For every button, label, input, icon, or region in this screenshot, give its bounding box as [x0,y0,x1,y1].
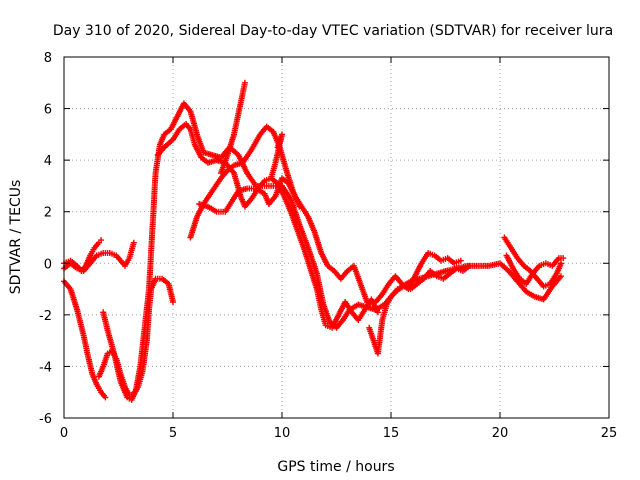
y-tick-label: -4 [39,360,52,375]
y-tick-label: 4 [44,154,52,169]
y-tick-label: -6 [39,412,52,427]
series-trace-9 [218,79,248,176]
data-point-markers [268,131,285,182]
y-tick-label: 8 [44,51,52,66]
series-trace-12 [372,250,464,305]
data-point-markers [196,175,370,305]
data-point-markers [366,262,473,357]
series-trace-8 [196,175,370,305]
x-tick-label: 5 [169,426,177,441]
y-tick-label: 0 [44,257,52,272]
series-trace-10 [268,131,285,182]
plot-frame [63,56,610,419]
x-axis-label: GPS time / hours [277,459,394,475]
y-tick-label: 2 [44,206,52,221]
x-tick-label: 10 [274,426,291,441]
x-tick-label: 20 [492,426,509,441]
data-point-markers [503,252,567,287]
x-tick-label: 25 [601,426,618,441]
y-tick-label: 6 [44,103,52,118]
series-trace-11 [366,262,473,357]
y-tick-label: -2 [39,309,52,324]
chart-title: Day 310 of 2020, Sidereal Day-to-day VTE… [53,23,613,39]
axis-ticks: 0 5 10 15 20 25 -6 -4 -2 0 2 4 6 8 [39,51,617,441]
data-point-markers [372,250,464,305]
x-tick-label: 15 [383,426,400,441]
data-points [61,79,567,403]
series-trace-5 [100,100,564,403]
x-tick-label: 0 [60,426,68,441]
y-axis-label: SDTVAR / TECUs [8,180,24,295]
series-trace-13 [501,234,564,290]
data-point-markers [218,79,248,176]
data-point-markers [100,100,564,403]
data-point-markers [501,234,564,290]
series-trace-14 [503,252,567,287]
